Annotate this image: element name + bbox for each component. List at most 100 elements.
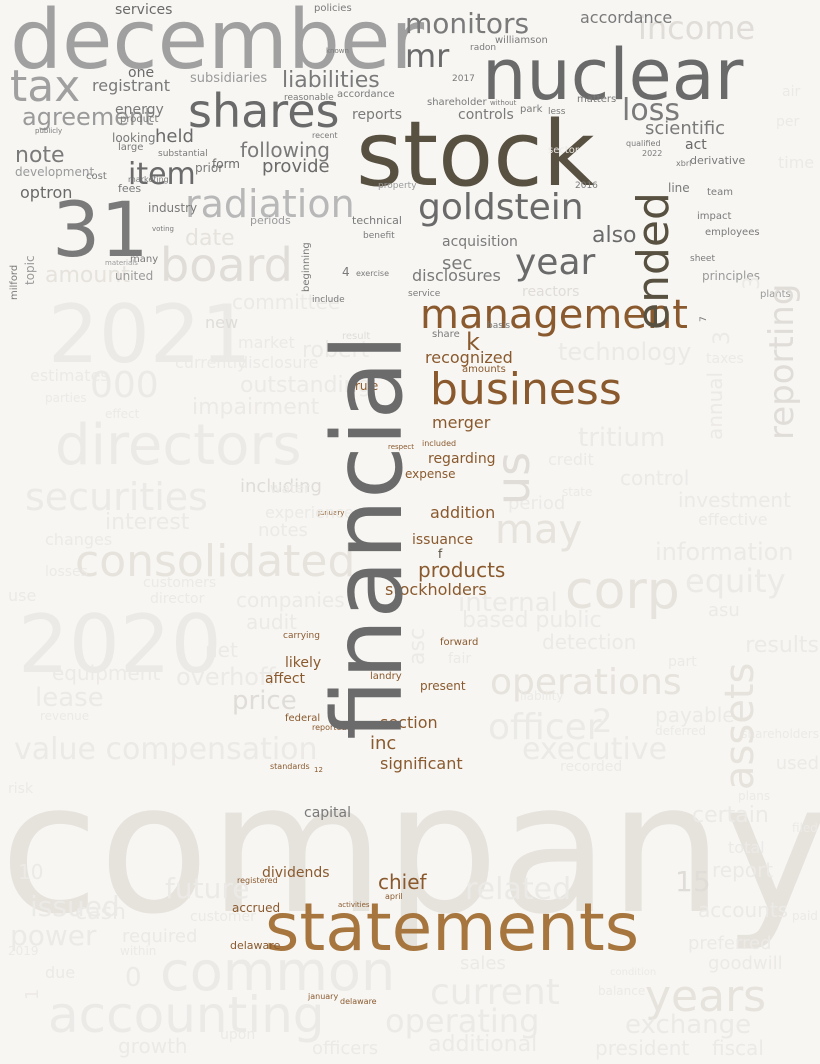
word-2022: xbrl [676, 159, 692, 168]
word-scientific: act [685, 137, 707, 153]
word-customers: water [270, 481, 310, 497]
word-deferred: disclosure [238, 353, 319, 372]
word-monitors: monitors [405, 7, 530, 40]
word-notes: changes [45, 530, 113, 549]
word-shareholders: liability [520, 689, 564, 703]
word-services: scientific [645, 118, 726, 139]
word-taxes: part [668, 654, 697, 670]
word-capital: note [15, 143, 65, 168]
word-technology: technology [558, 338, 692, 366]
word-property: property [378, 181, 417, 191]
word-years: years [645, 971, 767, 1022]
word-radiation: radiation [185, 182, 355, 226]
word-line: line [668, 181, 690, 195]
word-basis: basis [487, 321, 511, 331]
word-rule: rule [355, 379, 379, 393]
word-may: corp [565, 561, 680, 621]
word-goldstein: goldstein [418, 187, 584, 228]
word-also: sec [442, 253, 473, 274]
word-fiscal: accounts [698, 898, 789, 922]
word-december: december [10, 0, 425, 88]
word-within: director [150, 591, 205, 607]
word-employees: employees [705, 227, 760, 238]
word-period: currently [175, 353, 247, 372]
word-less: less [548, 107, 566, 117]
word-consolidated: consolidated [75, 536, 356, 587]
word-water: experience [265, 503, 354, 522]
word-management: management [420, 292, 688, 338]
word-recognized: merger [432, 413, 491, 432]
word-recent: qualified [626, 139, 661, 148]
word-addition: addition [430, 503, 496, 522]
word-corp: may [495, 507, 583, 553]
word-internal: fair [448, 651, 472, 667]
word-prior: form [212, 157, 240, 171]
word-director: shareholders [741, 727, 819, 741]
word-statements: statements [265, 889, 640, 966]
word-new: robert [302, 338, 370, 363]
word-lease: equipment [52, 661, 161, 685]
word-accounts: preferred [688, 933, 772, 954]
word-tax: tax [10, 61, 81, 112]
word-share: share [432, 329, 460, 340]
word-instruments: recognized [425, 348, 513, 367]
word-plants: plants [760, 289, 791, 300]
word-air: time [778, 153, 815, 172]
word-sector: customers [143, 575, 217, 591]
word-information: information [655, 538, 794, 566]
word-part: used [775, 753, 819, 774]
word-technical: technical [352, 214, 402, 227]
word-equity: equity [685, 562, 786, 600]
word-loss: loss [622, 93, 680, 128]
word-united: united [115, 269, 154, 283]
word-fair: period [508, 493, 566, 514]
word-effective: asu [708, 600, 740, 621]
word-estimates: use [8, 586, 37, 605]
word-equipment: 10 [18, 860, 44, 884]
word-sales: asc [405, 627, 430, 665]
word-april: april [385, 892, 403, 901]
word-include: include [312, 295, 345, 305]
word-use: losses [45, 564, 88, 580]
word-known: without [490, 99, 517, 107]
word-controls: controls [458, 107, 514, 123]
word-executive: executive [522, 732, 668, 767]
word-january: january [318, 509, 345, 517]
word-benefit: benefit [363, 231, 395, 241]
word-milford: publicly [35, 127, 63, 135]
word-nuclear: nuclear [482, 34, 744, 116]
word-subsidiaries: services [115, 2, 173, 18]
word-dividends: accrued [232, 901, 281, 915]
word-0: 15 [675, 865, 711, 898]
word-note: agreement [22, 103, 154, 131]
word-2020: 2020 [18, 598, 222, 691]
word-substantial: recent [312, 131, 338, 140]
word-activities: activities [338, 901, 370, 909]
word-park: park [520, 104, 543, 115]
word-directors: directors [55, 413, 302, 478]
word-due: 1 [22, 988, 43, 1000]
word-price: price [232, 686, 297, 716]
word-value-compensation: value compensation [14, 732, 318, 767]
word-assets: assets [717, 662, 763, 790]
word-many: many [130, 254, 159, 265]
word-2016: 2016 [575, 181, 598, 191]
word-annual: credit [548, 450, 594, 469]
word-report: certain [692, 803, 769, 828]
word-issued: cash [75, 900, 126, 925]
word-revenue: customer [190, 909, 256, 925]
word-market: outstanding [240, 373, 372, 398]
word-materials: milford [9, 264, 20, 300]
word-chief: chief [378, 870, 427, 894]
word-reported: 12 [314, 766, 323, 774]
word-amounts: amounts [462, 364, 506, 375]
word-interest: notes [258, 520, 308, 541]
word-delaware: january [308, 992, 339, 1001]
word-year: year [515, 242, 596, 283]
word-payable: based public [462, 608, 602, 633]
word-investment: effective [698, 510, 768, 529]
word-net: overhoff [176, 663, 276, 691]
word-securities: securities [25, 475, 208, 519]
word-officers: additional [428, 1032, 538, 1057]
